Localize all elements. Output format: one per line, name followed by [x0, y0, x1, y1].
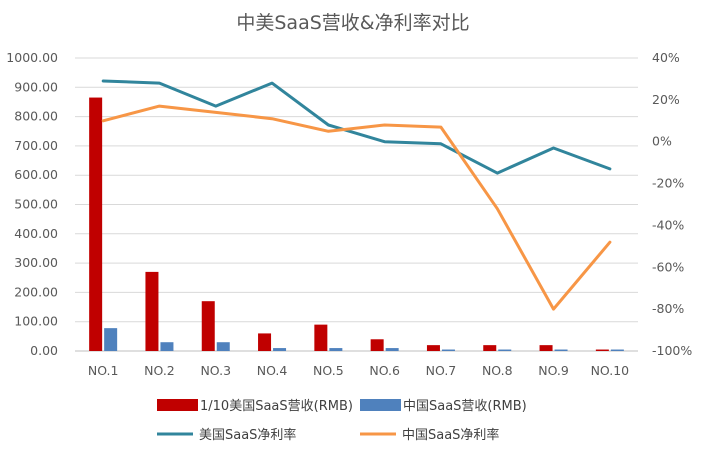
left-tick-label: 100.00: [14, 314, 58, 329]
x-tick-label: NO.9: [538, 363, 569, 378]
left-tick-label: 1000.00: [6, 50, 58, 65]
left-tick-label: 200.00: [14, 284, 58, 299]
bar-cn-revenue: [610, 349, 624, 351]
line-cn-net-margin: [101, 104, 612, 311]
x-tick-label: NO.10: [591, 363, 630, 378]
legend-swatch: [157, 399, 198, 411]
bar-us-revenue: [539, 345, 553, 351]
gridlines: [75, 57, 638, 352]
left-tick-label: 400.00: [14, 226, 58, 241]
bar-cn-revenue: [329, 348, 343, 351]
chart-title: 中美SaaS营收&净利率对比: [236, 12, 469, 34]
bar-us-revenue: [258, 333, 272, 351]
bar-us-revenue: [370, 339, 384, 351]
bar-us-revenue: [483, 345, 497, 351]
bar-cn-revenue: [554, 349, 568, 351]
x-tick-label: NO.3: [200, 363, 231, 378]
bar-us-revenue: [314, 324, 328, 351]
bar-cn-revenue: [216, 342, 230, 351]
bar-cn-revenue: [160, 342, 174, 351]
bar-us-revenue: [201, 301, 215, 351]
left-tick-label: 500.00: [14, 197, 58, 212]
right-tick-label: 0%: [652, 134, 672, 149]
bar-cn-revenue: [385, 348, 399, 351]
bar-cn-revenue: [498, 349, 512, 351]
line-series: [101, 79, 612, 311]
legend-label: 1/10美国SaaS营收(RMB): [200, 399, 353, 414]
legend-label: 中国SaaS营收(RMB): [403, 399, 527, 414]
left-tick-label: 700.00: [14, 138, 58, 153]
x-axis-ticks: NO.1 NO.2 NO.3 NO.4 NO.5 NO.6 NO.7 NO.8 NO.9 NO.1…: [88, 363, 629, 378]
right-axis-ticks: -100% -80% -60% -40% -20% 0% 20% 40%: [652, 50, 692, 358]
left-tick-label: 800.00: [14, 109, 58, 124]
bar-us-revenue: [426, 345, 440, 351]
left-axis-ticks: 0.00 100.00 200.00 300.00 400.00 500.00 600.00…: [6, 50, 58, 358]
x-tick-label: NO.2: [144, 363, 175, 378]
legend-swatch: [360, 399, 401, 411]
right-tick-label: 40%: [652, 50, 680, 65]
legend: 1/10美国SaaS营收(RMB) 中国SaaS营收(RMB) 美国SaaS净利率 中…: [157, 399, 527, 443]
right-tick-label: -80%: [652, 301, 684, 316]
x-tick-label: NO.5: [313, 363, 344, 378]
right-tick-label: 20%: [652, 92, 680, 107]
x-tick-label: NO.4: [257, 363, 288, 378]
bar-series: [89, 97, 624, 352]
bar-cn-revenue: [273, 348, 287, 351]
x-tick-label: NO.7: [426, 363, 457, 378]
x-tick-label: NO.1: [88, 363, 119, 378]
bar-cn-revenue: [104, 328, 118, 351]
bar-cn-revenue: [441, 349, 455, 351]
right-tick-label: -60%: [652, 259, 684, 274]
right-tick-label: -40%: [652, 217, 684, 232]
bar-us-revenue: [145, 271, 159, 351]
x-tick-label: NO.8: [482, 363, 513, 378]
right-tick-label: -100%: [652, 343, 692, 358]
right-tick-label: -20%: [652, 176, 684, 191]
x-tick-label: NO.6: [369, 363, 400, 378]
legend-label: 中国SaaS净利率: [402, 427, 499, 443]
left-tick-label: 0.00: [30, 343, 58, 358]
left-tick-label: 600.00: [14, 167, 58, 182]
left-tick-label: 300.00: [14, 255, 58, 270]
legend-label: 美国SaaS净利率: [199, 427, 296, 443]
left-tick-label: 900.00: [14, 79, 58, 94]
bar-us-revenue: [89, 97, 103, 352]
line-us-net-margin: [101, 79, 612, 175]
bar-us-revenue: [595, 349, 609, 351]
